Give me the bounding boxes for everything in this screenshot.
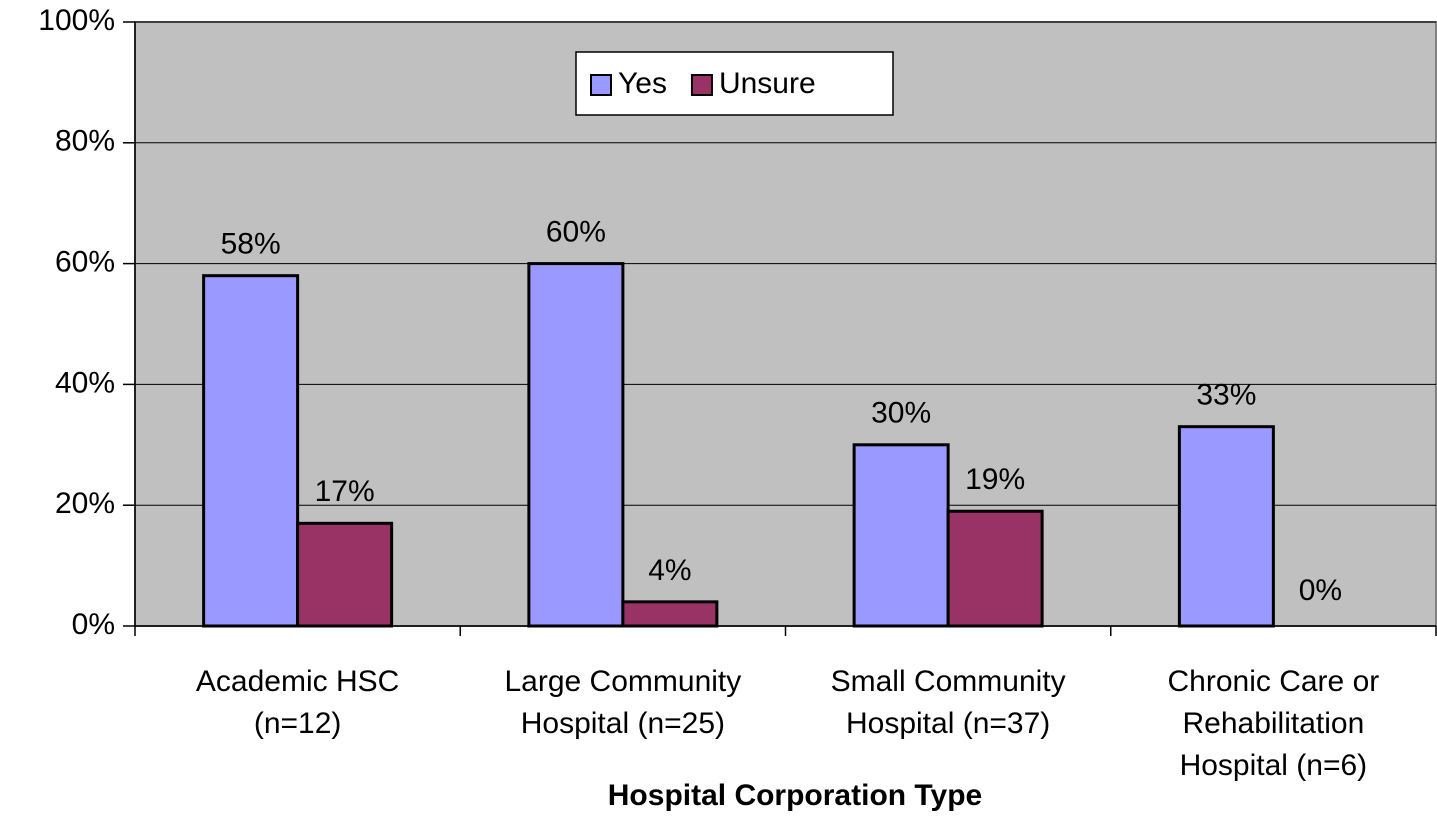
value-label: 33%	[1196, 379, 1256, 412]
x-tick-label: Small Community Hospital (n=37)	[831, 665, 1066, 740]
legend-label: Unsure	[719, 67, 816, 100]
bar	[946, 509, 1044, 628]
value-label: 58%	[221, 228, 281, 261]
value-label: 30%	[871, 397, 931, 430]
bar	[296, 521, 394, 628]
value-label: 17%	[315, 475, 375, 508]
x-axis-title: Hospital Corporation Type	[608, 779, 982, 812]
legend-label: Yes	[618, 67, 667, 100]
y-tick-label: 40%	[55, 366, 115, 399]
legend-swatch	[690, 74, 713, 96]
value-label: 4%	[648, 554, 691, 587]
y-tick-label: 60%	[55, 246, 115, 279]
x-tick-label: Large Community Hospital (n=25)	[504, 665, 741, 740]
legend-box	[575, 51, 894, 116]
y-tick-label: 20%	[55, 487, 115, 520]
bar	[852, 443, 950, 628]
bar	[621, 600, 719, 628]
bar	[1177, 425, 1275, 628]
value-label: 60%	[546, 216, 606, 249]
x-tick-label: Chronic Care or Rehabilitation Hospital (n…	[1168, 665, 1380, 782]
value-label: 0%	[1299, 574, 1342, 607]
bar	[202, 274, 300, 628]
x-tick-label: Academic HSC (n=12)	[196, 665, 399, 740]
value-label: 19%	[965, 463, 1025, 496]
y-tick-label: 80%	[55, 125, 115, 158]
y-tick-label: 0%	[72, 608, 115, 641]
legend-swatch	[590, 74, 612, 96]
y-tick-label: 100%	[38, 4, 115, 37]
bar	[527, 262, 625, 628]
